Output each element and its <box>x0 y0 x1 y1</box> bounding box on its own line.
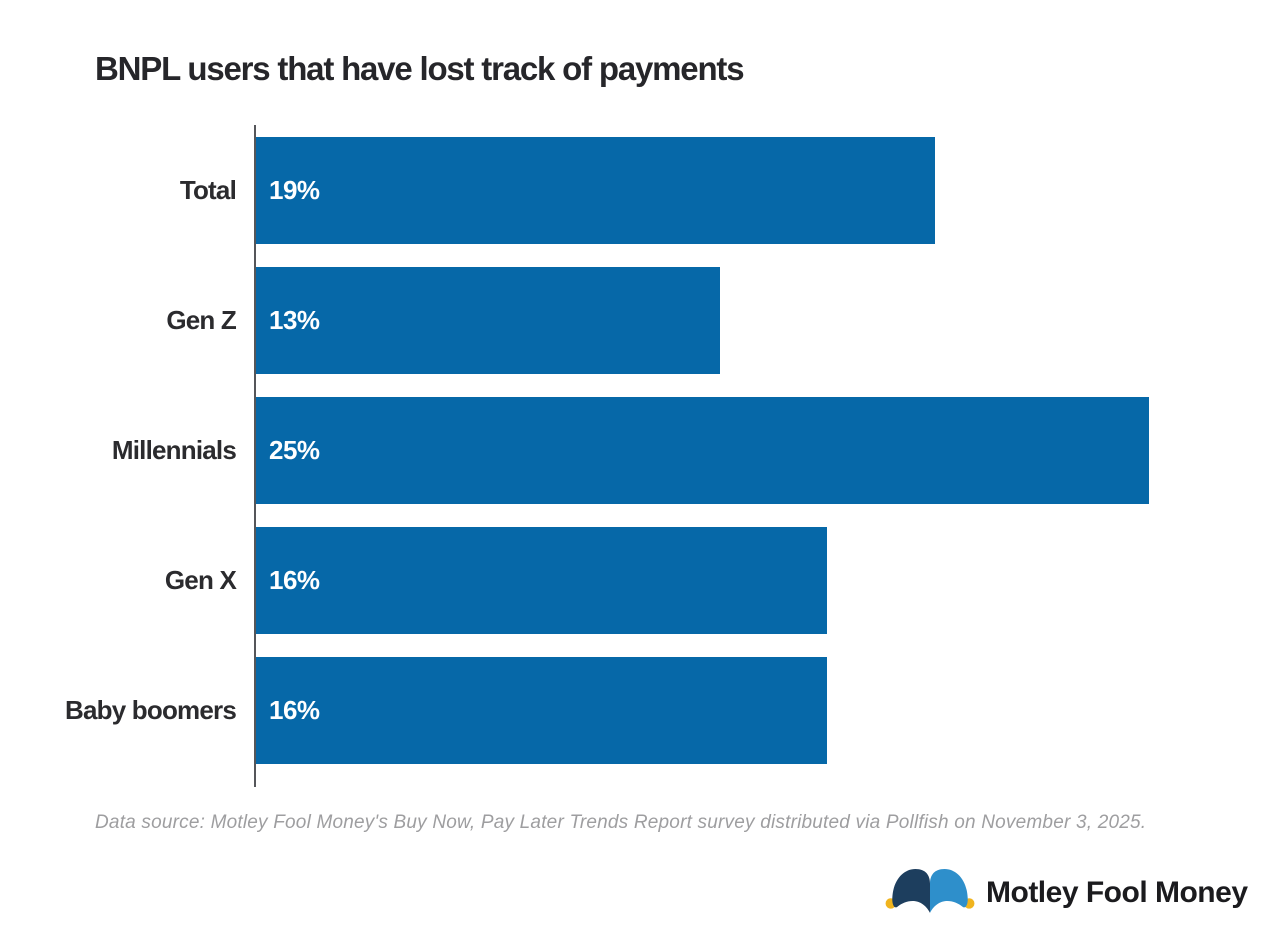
bar-track: 16% <box>256 656 1156 764</box>
chart-row: Total 19% <box>0 125 1280 255</box>
brand-logo: Motley Fool Money <box>884 862 1248 924</box>
chart-row: Gen X 16% <box>0 515 1280 645</box>
bar: 25% <box>256 396 1149 504</box>
category-label: Baby boomers <box>64 694 237 725</box>
category-label: Gen Z <box>166 304 236 335</box>
data-source-note: Data source: Motley Fool Money's Buy Now… <box>95 812 1147 833</box>
bar-track: 16% <box>256 526 1156 634</box>
chart-row: Gen Z 13% <box>0 255 1280 385</box>
bar: 19% <box>256 136 935 244</box>
chart-row: Baby boomers 16% <box>0 645 1280 775</box>
category-label: Millennials <box>111 434 237 465</box>
bar: 13% <box>256 266 721 374</box>
bar: 16% <box>256 656 828 764</box>
bar-rows: Total 19% Gen Z 13% Millennials 25% <box>0 125 1280 775</box>
value-label: 19% <box>269 174 320 205</box>
value-label: 16% <box>269 564 320 595</box>
chart-row: Millennials 25% <box>0 385 1280 515</box>
bar-track: 25% <box>256 396 1156 504</box>
jester-hat-icon <box>885 868 975 913</box>
bar-track: 13% <box>256 266 1156 374</box>
brand-logo-text: Motley Fool Money <box>986 876 1248 909</box>
bar: 16% <box>256 526 828 634</box>
value-label: 13% <box>269 304 320 335</box>
chart-title: BNPL users that have lost track of payme… <box>95 50 745 87</box>
category-label: Gen X <box>164 564 237 595</box>
value-label: 25% <box>269 434 320 465</box>
bar-track: 19% <box>256 136 1156 244</box>
category-label: Total <box>179 174 237 205</box>
value-label: 16% <box>269 694 320 725</box>
y-axis-line <box>254 125 256 787</box>
